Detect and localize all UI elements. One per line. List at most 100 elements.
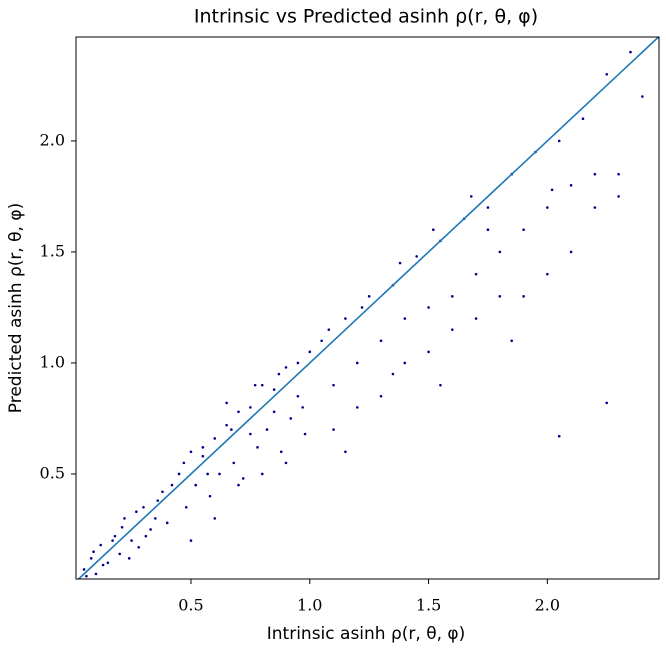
point bbox=[94, 572, 98, 576]
point bbox=[241, 477, 245, 480]
point bbox=[569, 184, 573, 187]
point bbox=[213, 437, 217, 440]
point bbox=[474, 317, 478, 320]
point bbox=[170, 483, 174, 487]
point bbox=[249, 406, 252, 409]
point bbox=[522, 228, 525, 232]
point bbox=[403, 361, 407, 365]
point bbox=[127, 557, 131, 560]
point bbox=[249, 432, 252, 436]
point bbox=[617, 172, 620, 176]
point bbox=[379, 339, 383, 343]
point bbox=[303, 432, 307, 436]
point bbox=[277, 372, 281, 376]
x-tick-label: 2.0 bbox=[535, 596, 560, 615]
point bbox=[641, 95, 644, 98]
point bbox=[557, 139, 561, 143]
x-axis-label: Intrinsic asinh ρ(r, θ, φ) bbox=[267, 624, 466, 644]
y-tick-label: 1.0 bbox=[40, 352, 65, 371]
point bbox=[629, 50, 632, 54]
point bbox=[260, 383, 264, 387]
point bbox=[367, 295, 371, 298]
point bbox=[605, 73, 609, 76]
point bbox=[142, 505, 145, 509]
point bbox=[253, 383, 257, 387]
point bbox=[177, 472, 181, 476]
point bbox=[332, 428, 335, 431]
point bbox=[403, 317, 407, 320]
point bbox=[279, 450, 283, 454]
point bbox=[154, 517, 157, 520]
point bbox=[237, 410, 240, 414]
point bbox=[218, 472, 221, 476]
plot-frame bbox=[75, 36, 660, 580]
point bbox=[332, 383, 335, 387]
x-tick-label: 1.0 bbox=[297, 596, 322, 615]
point bbox=[256, 446, 259, 449]
point bbox=[232, 461, 236, 465]
point bbox=[451, 328, 454, 331]
point bbox=[201, 454, 205, 458]
x-tick-label: 1.5 bbox=[416, 596, 441, 615]
point bbox=[101, 563, 105, 567]
point bbox=[165, 521, 169, 525]
point bbox=[569, 250, 573, 254]
point bbox=[265, 428, 269, 431]
point bbox=[225, 401, 228, 405]
y-tick-label: 1.5 bbox=[40, 241, 65, 260]
point bbox=[581, 117, 585, 121]
point bbox=[289, 417, 293, 420]
point bbox=[486, 206, 490, 209]
identity-line bbox=[78, 36, 660, 580]
chart-title: Intrinsic vs Predicted asinh ρ(r, θ, φ) bbox=[194, 6, 538, 28]
point bbox=[92, 550, 95, 553]
point bbox=[161, 490, 164, 494]
point bbox=[427, 350, 430, 354]
point bbox=[272, 410, 276, 414]
point bbox=[546, 272, 549, 276]
point bbox=[106, 561, 110, 565]
point bbox=[230, 428, 233, 431]
point bbox=[260, 472, 264, 476]
point bbox=[320, 339, 323, 343]
point bbox=[432, 228, 435, 232]
point bbox=[272, 388, 276, 391]
point bbox=[605, 401, 609, 405]
point bbox=[391, 372, 395, 376]
point bbox=[379, 394, 383, 398]
point bbox=[593, 172, 597, 176]
point bbox=[308, 350, 312, 354]
point bbox=[156, 499, 160, 502]
point bbox=[498, 295, 502, 298]
point bbox=[546, 206, 549, 209]
point bbox=[144, 534, 148, 538]
point bbox=[355, 361, 359, 365]
point bbox=[360, 306, 364, 309]
point bbox=[149, 528, 152, 531]
point bbox=[510, 339, 514, 343]
point bbox=[184, 505, 188, 509]
point bbox=[85, 574, 88, 578]
point bbox=[451, 295, 454, 298]
point bbox=[189, 539, 193, 542]
point bbox=[182, 461, 186, 465]
point bbox=[284, 366, 288, 369]
x-tick-label: 0.5 bbox=[178, 596, 203, 615]
point bbox=[225, 423, 228, 427]
point bbox=[344, 450, 347, 454]
point bbox=[593, 206, 597, 209]
point bbox=[355, 406, 359, 409]
point bbox=[522, 295, 525, 298]
point bbox=[208, 494, 212, 498]
point bbox=[486, 228, 490, 232]
y-tick-label: 2.0 bbox=[40, 130, 65, 149]
point bbox=[206, 472, 209, 476]
point bbox=[123, 517, 126, 520]
point bbox=[550, 188, 554, 192]
point bbox=[135, 510, 138, 514]
point bbox=[137, 545, 141, 549]
point bbox=[237, 483, 240, 487]
point bbox=[296, 361, 300, 365]
point bbox=[427, 306, 430, 309]
